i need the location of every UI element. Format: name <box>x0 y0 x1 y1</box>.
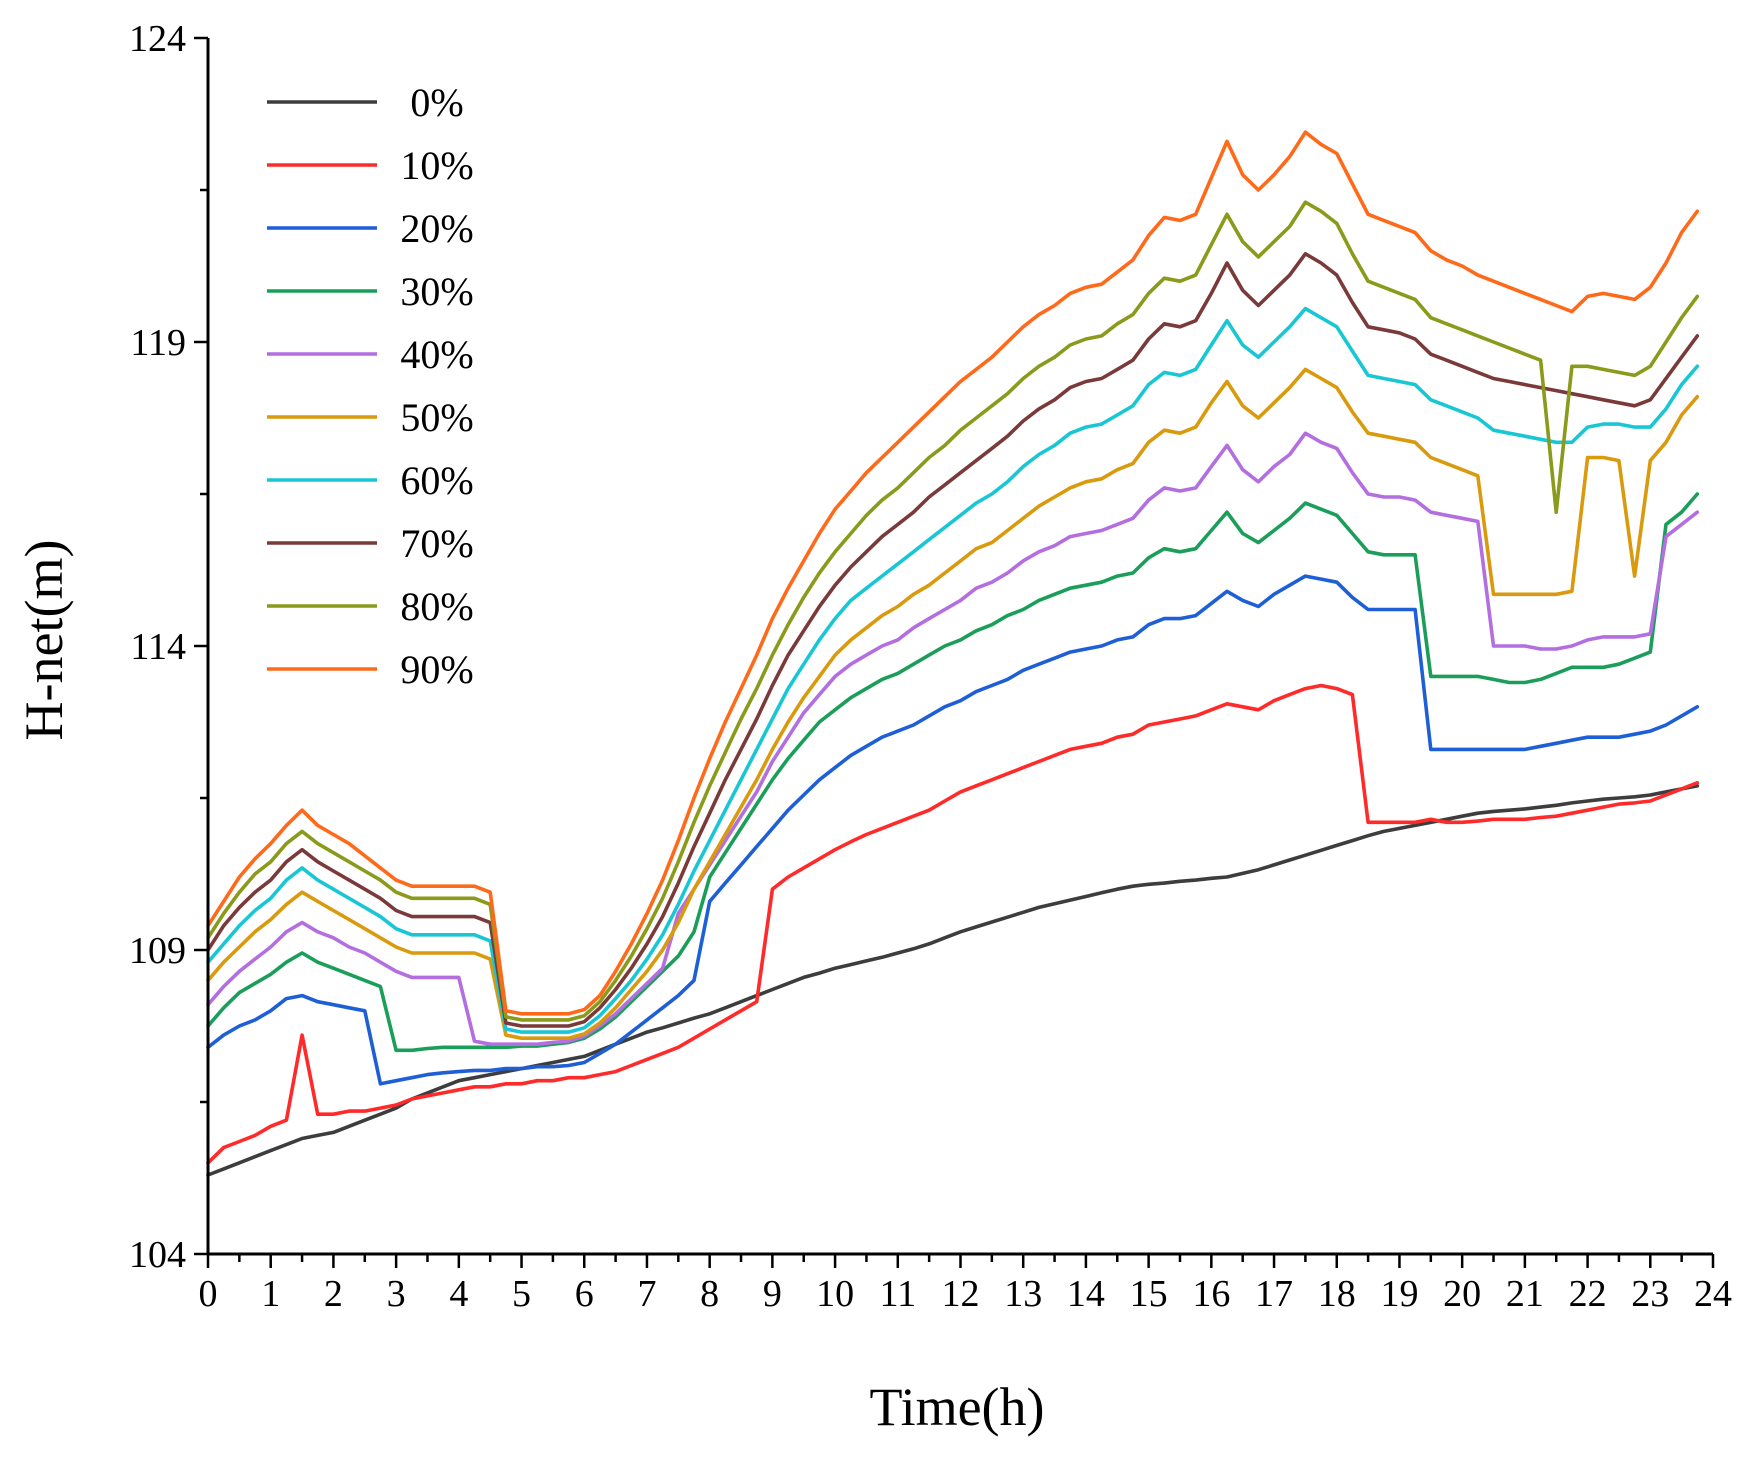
legend-label: 90% <box>400 647 473 692</box>
series-layer <box>206 130 1700 1177</box>
x-tick-label: 4 <box>449 1273 468 1315</box>
x-tick-label: 17 <box>1255 1273 1293 1315</box>
x-tick-label: 16 <box>1192 1273 1230 1315</box>
series-line-90pct <box>206 130 1700 1016</box>
legend-label: 50% <box>400 395 473 440</box>
legend-label: 0% <box>410 80 463 125</box>
legend-label: 70% <box>400 521 473 566</box>
series-line-50pct <box>206 367 1700 1040</box>
x-tick-label: 3 <box>387 1273 406 1315</box>
x-tick-label: 1 <box>261 1273 280 1315</box>
legend: 0% 10% 20% 30% 40% 50% 60% 70% 80% 90% <box>267 80 474 692</box>
x-tick-label: 12 <box>942 1273 980 1315</box>
x-tick-label: 2 <box>324 1273 343 1315</box>
tick-labels: 0 1 2 3 4 5 6 7 8 9 10 11 12 13 14 15 16 17 18 19 20 21 22 23 24… <box>129 18 1732 1315</box>
x-tick-label: 9 <box>763 1273 782 1315</box>
x-tick-label: 18 <box>1318 1273 1356 1315</box>
x-tick-label: 11 <box>879 1273 916 1315</box>
y-tick-label: 109 <box>129 930 186 972</box>
legend-label: 80% <box>400 584 473 629</box>
x-tick-label: 14 <box>1067 1273 1105 1315</box>
x-tick-label: 21 <box>1506 1273 1544 1315</box>
axes <box>194 36 1715 1268</box>
series-line-10pct <box>206 683 1700 1165</box>
legend-label: 40% <box>400 332 473 377</box>
y-tick-label: 114 <box>130 626 186 668</box>
legend-label: 30% <box>400 269 473 314</box>
x-tick-label: 15 <box>1130 1273 1168 1315</box>
legend-label: 60% <box>400 458 473 503</box>
x-tick-label: 20 <box>1443 1273 1481 1315</box>
series-line-80pct <box>206 200 1700 1022</box>
y-tick-label: 119 <box>130 322 186 364</box>
x-axis-title: Time(h) <box>869 1377 1044 1437</box>
y-axis-title: H-net(m) <box>14 540 74 741</box>
x-tick-label: 0 <box>199 1273 218 1315</box>
series-line-40pct <box>206 431 1700 1046</box>
series-line-70pct <box>206 252 1700 1028</box>
legend-label: 20% <box>400 206 473 251</box>
x-tick-label: 6 <box>575 1273 594 1315</box>
series-line-60pct <box>206 306 1700 1034</box>
x-tick-label: 5 <box>512 1273 531 1315</box>
x-tick-label: 22 <box>1569 1273 1607 1315</box>
x-tick-label: 8 <box>700 1273 719 1315</box>
series-line-0pct <box>206 783 1700 1177</box>
x-tick-label: 10 <box>816 1273 854 1315</box>
series-line-30pct <box>206 492 1700 1053</box>
x-tick-label: 13 <box>1004 1273 1042 1315</box>
y-tick-label: 124 <box>129 18 186 60</box>
x-tick-label: 19 <box>1380 1273 1418 1315</box>
series-line-20pct <box>206 574 1700 1086</box>
x-tick-label: 23 <box>1631 1273 1669 1315</box>
x-tick-label: 24 <box>1694 1273 1732 1315</box>
legend-label: 10% <box>400 143 473 188</box>
x-tick-label: 7 <box>637 1273 656 1315</box>
y-tick-label: 104 <box>129 1234 186 1276</box>
